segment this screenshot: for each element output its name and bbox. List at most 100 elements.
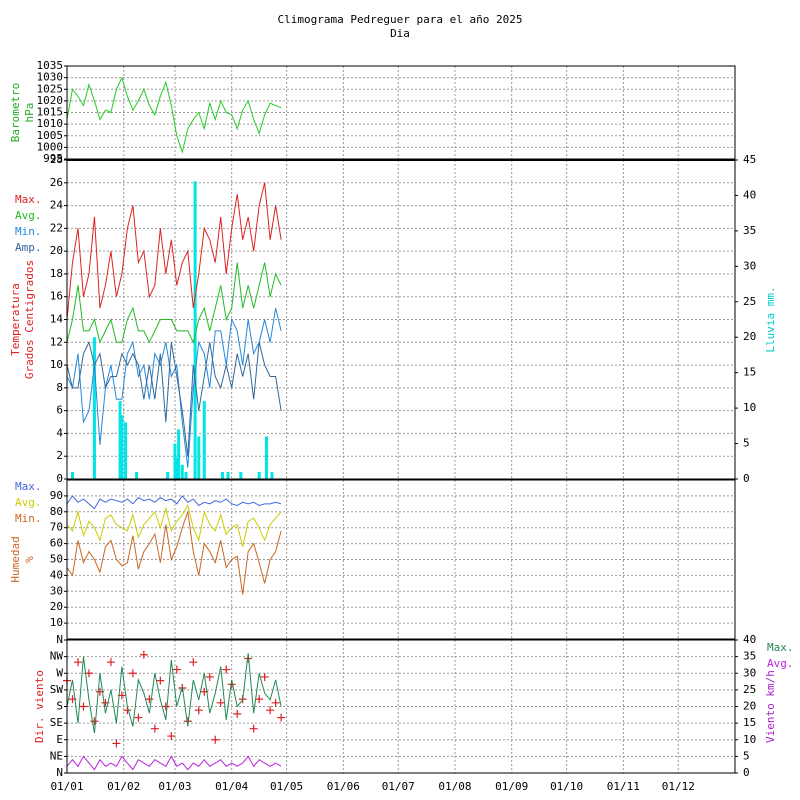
legend-entry: Avg. [15, 209, 42, 222]
legend-entry: Avg. [15, 496, 42, 509]
legend-entry: Max. [15, 193, 42, 206]
y2-tick-label: 10 [743, 733, 756, 746]
y-axis-label: Temperatura [9, 283, 22, 356]
y-tick-label: 80 [50, 505, 63, 518]
y2-tick-label: 0 [743, 472, 750, 485]
wind-direction-marker [189, 658, 198, 667]
plot-frame [66, 639, 736, 774]
wind-direction-marker [145, 695, 154, 704]
x-tick-label: 01/11 [607, 780, 640, 793]
plot-frame [66, 479, 736, 640]
y-axis-label: Barometro [9, 83, 22, 143]
wind-direction-marker [249, 724, 258, 733]
wind-direction-marker [222, 665, 231, 674]
rain-bar [166, 471, 170, 479]
wind-direction-marker [205, 672, 214, 681]
series-line [66, 262, 282, 344]
y-axis-label: Grados Centigrados [23, 260, 36, 379]
y-tick-label: 1020 [37, 94, 64, 107]
rain-bar [70, 471, 74, 479]
y-tick-label: N [56, 633, 63, 646]
series-line [66, 182, 282, 320]
rain-bar [135, 471, 139, 479]
rain-bar [175, 457, 179, 479]
series-line [66, 511, 282, 595]
y2-tick-label: 30 [743, 666, 756, 679]
rain-bar [264, 436, 268, 479]
y-tick-label: 16 [50, 290, 63, 303]
y2-tick-label: 5 [743, 437, 750, 450]
wind-direction-marker [266, 706, 275, 715]
y-tick-label: 70 [50, 521, 63, 534]
y-tick-label: 50 [50, 553, 63, 566]
y-tick-label: 0 [56, 472, 63, 485]
y-tick-label: 60 [50, 537, 63, 550]
legend-entry: Max. [15, 480, 42, 493]
wind-direction-marker [271, 698, 280, 707]
x-tick-label: 01/04 [215, 780, 248, 793]
rain-bar [239, 471, 243, 479]
wind-direction-marker [73, 658, 82, 667]
y-tick-label: 30 [50, 584, 63, 597]
x-tick-label: 01/01 [50, 780, 83, 793]
x-tick-label: 01/12 [662, 780, 695, 793]
wind-direction-marker [260, 672, 269, 681]
rain-bar [184, 471, 188, 479]
y-tick-label: 10 [50, 616, 63, 629]
y-tick-label: 1015 [37, 106, 64, 119]
x-tick-label: 01/09 [495, 780, 528, 793]
wind-direction-marker [156, 676, 165, 685]
y-axis-label: % [23, 556, 36, 563]
y-tick-label: 1010 [37, 117, 64, 130]
y2-tick-label: 25 [743, 295, 756, 308]
y-tick-label: 10 [50, 358, 63, 371]
y-tick-label: 20 [50, 600, 63, 613]
wind-direction-marker [90, 717, 99, 726]
y-tick-label: 6 [56, 404, 63, 417]
legend-entry: Amp. [15, 241, 42, 254]
x-tick-label: 01/03 [158, 780, 191, 793]
y-tick-label: 40 [50, 568, 63, 581]
x-tick-label: 01/10 [550, 780, 583, 793]
rain-bar [257, 471, 261, 479]
y-tick-label: 90 [50, 489, 63, 502]
y-tick-label: 22 [50, 221, 63, 234]
y-axis-label: hPa [23, 103, 36, 123]
y-tick-label: 28 [50, 153, 63, 166]
rain-bar [197, 436, 201, 479]
rain-bar [92, 337, 96, 479]
y-tick-label: NW [50, 650, 64, 663]
y-tick-label: SE [50, 716, 63, 729]
y-tick-label: SW [50, 683, 64, 696]
rain-bar [120, 415, 124, 479]
y2-tick-label: 30 [743, 259, 756, 272]
y-tick-label: 995 [43, 152, 63, 165]
x-tick-label: 01/07 [382, 780, 415, 793]
wind-direction-marker [134, 713, 143, 722]
y-tick-label: 20 [50, 244, 63, 257]
rain-bar [173, 443, 177, 479]
rain-bar [202, 401, 206, 479]
y-tick-label: 4 [56, 426, 63, 439]
wind-direction-marker [139, 650, 148, 659]
y-tick-label: 1000 [37, 140, 64, 153]
wind-direction-marker [211, 735, 220, 744]
wind-direction-marker [216, 698, 225, 707]
x-tick-label: 01/02 [107, 780, 140, 793]
y-tick-label: S [56, 700, 63, 713]
y-tick-label: 2 [56, 449, 63, 462]
y2-tick-label: 5 [743, 749, 750, 762]
series-line [66, 755, 282, 771]
wind-direction-marker [161, 702, 170, 711]
y2-axis-label: Lluvia mm. [764, 286, 777, 352]
wind-direction-marker [233, 709, 242, 718]
y2-tick-label: 40 [743, 188, 756, 201]
wind-direction-marker [172, 665, 181, 674]
y2-tick-label: 45 [743, 153, 756, 166]
wind-direction-marker [106, 658, 115, 667]
y2-tick-label: 15 [743, 366, 756, 379]
y-tick-label: W [56, 666, 63, 679]
wind-direction-marker [112, 739, 121, 748]
